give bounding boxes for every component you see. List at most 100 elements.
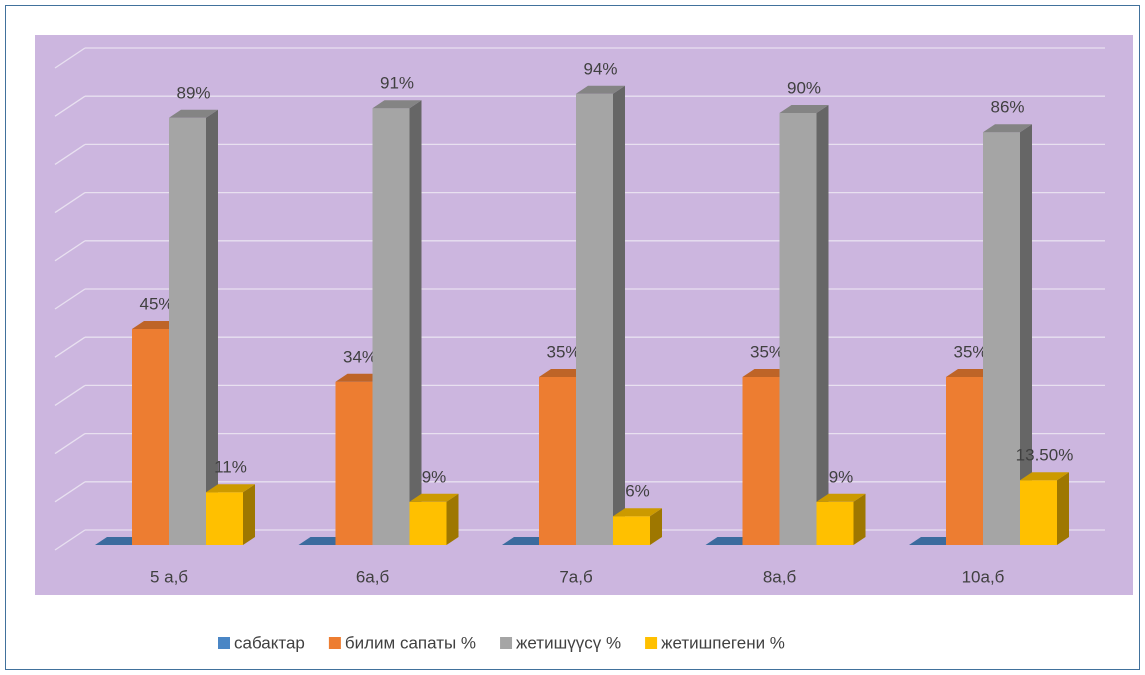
bar-top	[206, 484, 255, 493]
legend-label: жетишүүсү %	[516, 633, 621, 652]
grid-side	[54, 384, 86, 406]
grid-side	[54, 288, 86, 310]
bar-side	[243, 484, 255, 545]
grid-side	[54, 336, 86, 358]
bar-front	[409, 501, 447, 545]
data-label: 89%	[176, 83, 210, 102]
bar	[95, 537, 144, 545]
bar-side	[409, 100, 422, 545]
bar	[502, 537, 551, 545]
bar-top	[779, 105, 829, 113]
x-tick-label: 8а,б	[763, 567, 797, 586]
data-label: 91%	[380, 74, 414, 93]
bar-side	[1057, 472, 1069, 545]
bar-top	[983, 124, 1032, 133]
x-tick-label: 6а,б	[356, 567, 390, 586]
bar-side	[853, 493, 866, 545]
data-label: 11%	[214, 458, 247, 477]
bar-front	[742, 377, 780, 545]
bar	[169, 109, 218, 546]
bar-top	[132, 321, 181, 329]
bar-top	[742, 369, 792, 377]
data-label: 9%	[422, 467, 447, 486]
data-label: 90%	[787, 78, 821, 97]
x-tick-label: 10а,б	[962, 567, 1005, 586]
legend-swatch	[500, 637, 513, 649]
bar-top	[502, 537, 551, 545]
data-label: 13.50%	[1016, 446, 1074, 465]
legend-swatch	[328, 637, 341, 649]
grid-side	[54, 529, 86, 551]
bar-top	[1020, 472, 1069, 481]
bar-front	[1020, 480, 1057, 545]
bar-top	[298, 537, 348, 545]
data-label: 35%	[750, 342, 784, 361]
data-label: 6%	[625, 482, 650, 501]
bar-top	[816, 493, 866, 502]
grid-side	[54, 192, 86, 214]
bar	[613, 508, 662, 545]
bar-side	[1020, 124, 1032, 545]
bar-side	[206, 109, 218, 546]
bar-top	[539, 369, 588, 377]
bar-top	[946, 369, 995, 377]
bar-top	[335, 373, 385, 382]
bar	[409, 493, 459, 545]
bar-side	[816, 105, 829, 545]
data-label: 9%	[829, 467, 854, 486]
bar	[1020, 472, 1069, 545]
bar-top	[576, 85, 625, 94]
bar	[779, 105, 829, 545]
bar-front	[816, 501, 854, 545]
bar	[206, 484, 255, 545]
bar-top	[613, 508, 662, 517]
bar-front	[613, 516, 650, 545]
grid-side	[54, 481, 86, 503]
legend-label: билим сапаты %	[345, 633, 476, 652]
grid-side	[54, 433, 86, 455]
bar-front	[132, 329, 169, 545]
data-label: 35%	[546, 342, 580, 361]
x-tick-label: 7а,б	[559, 567, 593, 586]
bar-top	[909, 537, 958, 545]
bar-front	[576, 93, 613, 546]
grid-side	[54, 95, 86, 117]
data-label: 45%	[139, 294, 173, 313]
legend-swatch	[645, 637, 658, 649]
x-tick-label: 5 а,б	[150, 567, 188, 586]
bar	[705, 537, 755, 545]
legend-label: жетишпегени %	[661, 633, 785, 652]
bar	[372, 100, 422, 545]
bar-top	[409, 493, 459, 502]
grid-side	[54, 143, 86, 165]
bar	[816, 493, 866, 545]
bar-side	[650, 508, 662, 545]
bar	[576, 85, 625, 546]
data-label: 34%	[343, 347, 377, 366]
bar-front	[539, 377, 576, 545]
bar-side	[613, 85, 625, 546]
legend-label: сабактар	[234, 633, 305, 652]
data-label: 35%	[953, 342, 987, 361]
bar-top	[372, 100, 422, 109]
bar-front	[206, 492, 243, 545]
bar-top	[169, 109, 218, 118]
legend-swatch	[218, 637, 230, 649]
bar-front	[983, 132, 1020, 545]
bar	[298, 537, 348, 545]
data-label: 86%	[990, 98, 1024, 117]
bar-front	[779, 113, 817, 545]
bar-front	[372, 108, 410, 545]
bar-front	[335, 381, 373, 545]
bar-top	[705, 537, 755, 545]
grid-side	[54, 240, 86, 262]
bar-side	[446, 493, 459, 545]
bar-top	[95, 537, 144, 545]
bar-front	[169, 117, 206, 546]
bar-front	[946, 377, 983, 545]
bar	[983, 124, 1032, 545]
grid-side	[54, 47, 86, 69]
bar	[909, 537, 958, 545]
